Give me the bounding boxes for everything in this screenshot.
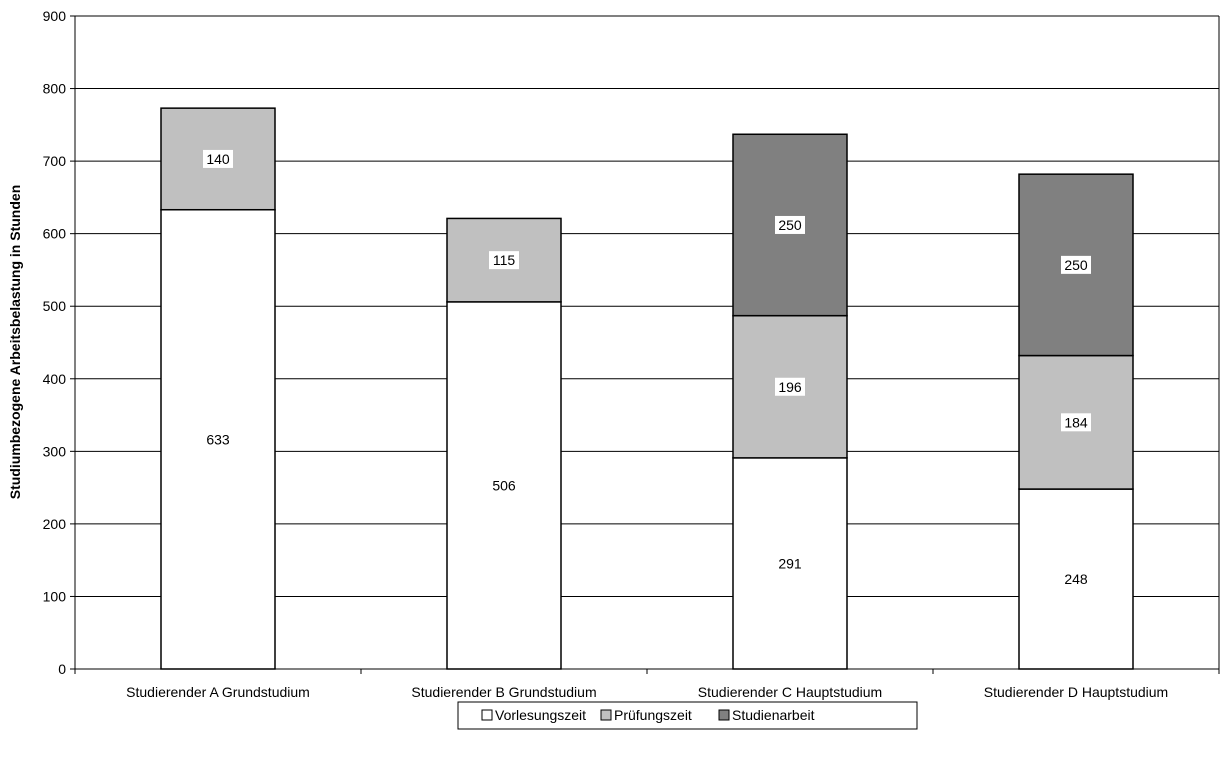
category-label: Studierender B Grundstudium: [411, 684, 596, 700]
y-tick-label: 200: [43, 516, 67, 532]
y-tick-label: 0: [58, 661, 66, 677]
data-label: 248: [1064, 571, 1088, 587]
category-label: Studierender C Hauptstudium: [698, 684, 882, 700]
data-label: 184: [1064, 414, 1088, 430]
data-label-bg: [775, 215, 805, 234]
data-label: 140: [206, 151, 230, 167]
y-axis-label: Studiumbezogene Arbeitsbelastung in Stun…: [7, 185, 23, 500]
y-tick-label: 600: [43, 226, 67, 242]
data-label: 250: [778, 217, 802, 233]
y-tick-label: 300: [43, 443, 67, 459]
legend-swatch: [718, 709, 730, 721]
data-label-bg: [775, 377, 805, 396]
data-label: 291: [778, 555, 802, 571]
category-label: Studierender A Grundstudium: [126, 684, 310, 700]
data-label-bg: [1061, 255, 1091, 274]
category-labels: Studierender A Grundstudium Studierender …: [126, 684, 1168, 700]
bar-segment: [1018, 173, 1134, 357]
y-tick-label: 800: [43, 81, 67, 97]
data-label: 115: [493, 252, 516, 268]
y-tick-label: 900: [43, 8, 67, 24]
y-tick-label: 400: [43, 371, 67, 387]
legend-label: Studienarbeit: [732, 707, 815, 723]
data-label: 633: [206, 431, 230, 447]
data-label-bg: [1061, 413, 1091, 432]
data-label: 250: [1064, 257, 1088, 273]
bar-segment: [160, 208, 276, 670]
legend-swatch: [600, 709, 612, 721]
y-tick-label: 100: [43, 588, 67, 604]
category-label: Studierender D Hauptstudium: [984, 684, 1168, 700]
data-label-bg: [489, 251, 519, 270]
legend-label: Prüfungszeit: [614, 707, 692, 723]
data-label-bg: [203, 149, 233, 168]
y-ticks: 0 100 200 300 400 500 600 700 800 900: [43, 8, 1220, 677]
legend-swatch: [481, 709, 493, 721]
y-tick-label: 500: [43, 298, 67, 314]
y-tick-label: 700: [43, 153, 67, 169]
data-label: 506: [492, 477, 516, 493]
bar-segment: [446, 301, 562, 670]
data-label: 196: [778, 379, 802, 395]
bars: 633 140 506 115 291 196 250 248 184 250: [160, 107, 1134, 670]
legend-box: [457, 701, 918, 730]
legend-label: Vorlesungszeit: [495, 707, 586, 723]
bar-segment: [1018, 488, 1134, 670]
legend: Vorlesungszeit Prüfungszeit Studienarbeit: [457, 701, 918, 730]
